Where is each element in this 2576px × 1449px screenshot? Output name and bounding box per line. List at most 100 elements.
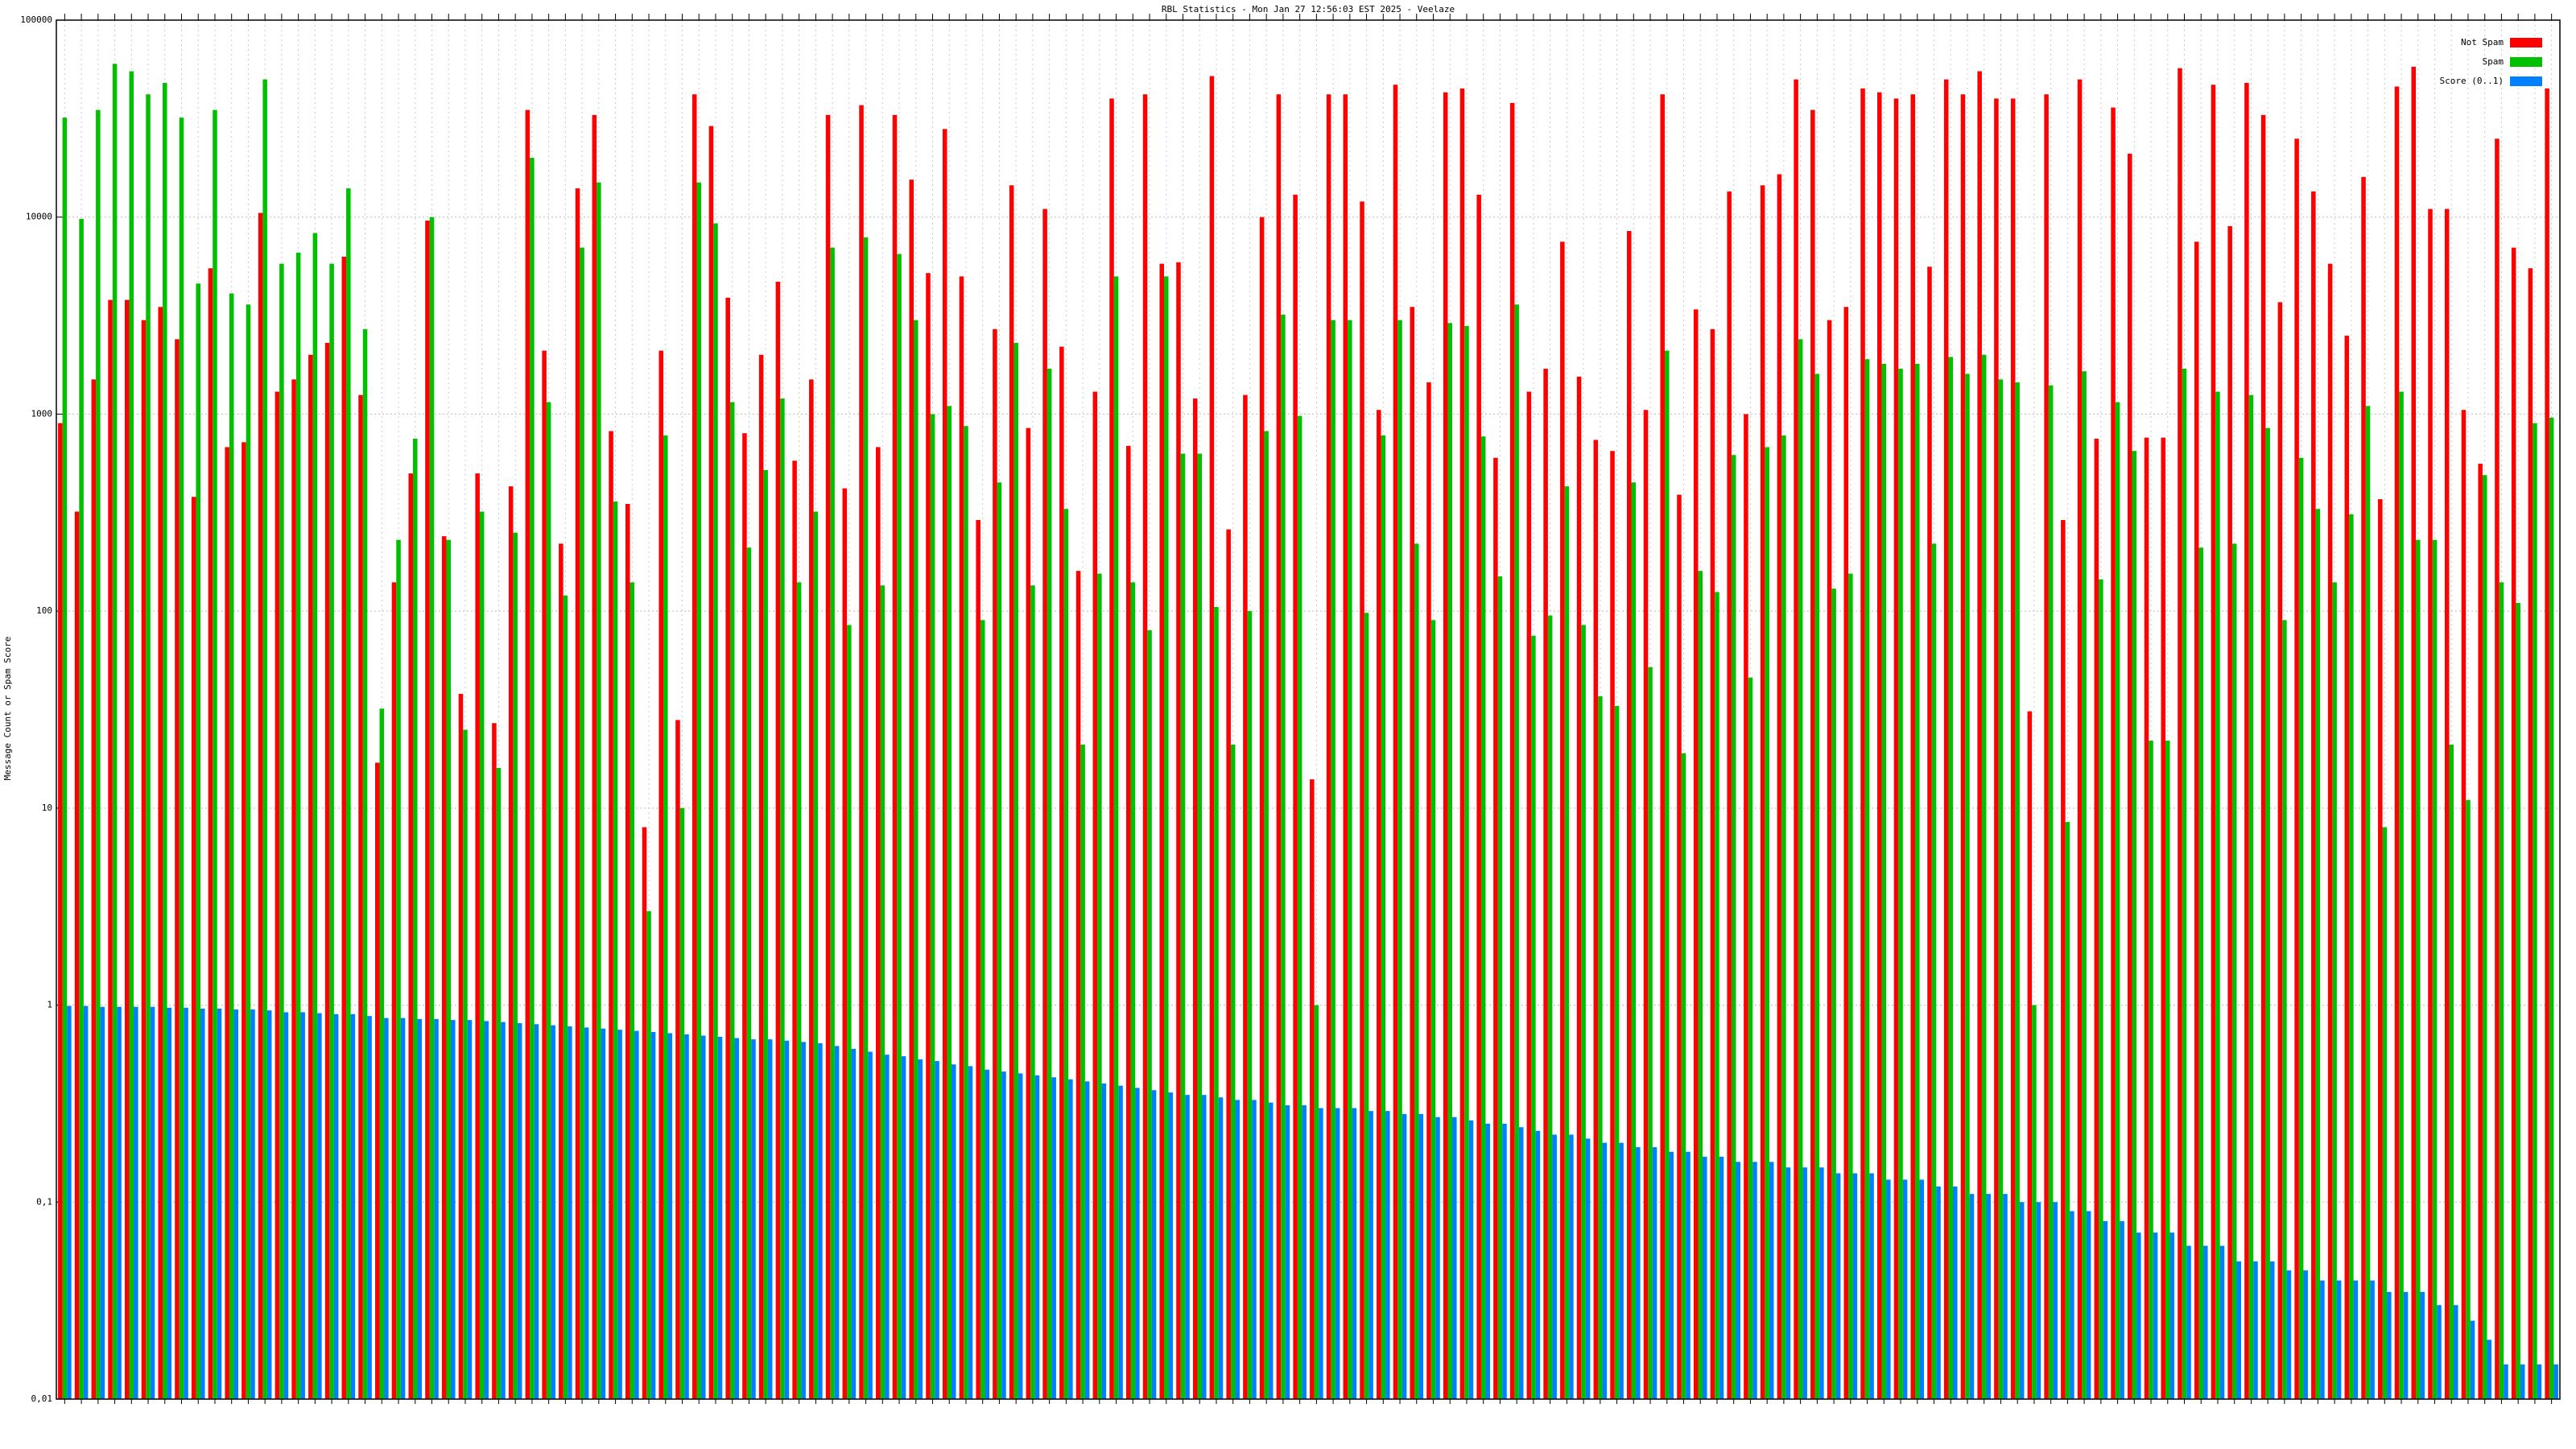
bar [959, 276, 964, 1399]
bar [2420, 1291, 2425, 1399]
bar [1986, 1194, 1991, 1399]
plot-frame [56, 19, 2561, 1400]
bar [329, 263, 334, 1400]
bar [2461, 410, 2467, 1399]
bar [1118, 1085, 1123, 1399]
bar [601, 1028, 606, 1399]
bar [266, 1010, 272, 1399]
bar [926, 273, 931, 1400]
bar [1034, 1075, 1040, 1399]
bar [1981, 354, 1987, 1400]
bar [534, 1024, 539, 1399]
bar [1614, 705, 1620, 1399]
bar [2186, 1245, 2191, 1399]
bar [663, 435, 668, 1400]
bar [375, 762, 380, 1399]
bar [2202, 1245, 2208, 1399]
bar [2032, 1005, 2037, 1399]
bar [1297, 415, 1302, 1399]
bar [2365, 406, 2371, 1399]
bar [2136, 1232, 2141, 1399]
bar [429, 217, 435, 1399]
bar [117, 1006, 122, 1399]
bar [2511, 247, 2516, 1400]
bar [146, 94, 151, 1399]
bar [1919, 1179, 1925, 1399]
bar [1147, 630, 1152, 1399]
bar [1910, 94, 1916, 1399]
bar [317, 1013, 322, 1399]
bar [1243, 394, 1248, 1399]
bar [2516, 603, 2520, 1399]
bar [479, 511, 485, 1400]
bar [1381, 435, 1386, 1400]
bar [1364, 613, 1369, 1399]
bar [2010, 98, 2016, 1400]
bar [1526, 391, 1532, 1399]
bar [1485, 1123, 1490, 1399]
bar [391, 582, 397, 1399]
bar [108, 299, 113, 1399]
bar [1268, 1102, 1274, 1399]
bar [2260, 114, 2266, 1399]
bar [1209, 76, 1215, 1399]
bar [129, 71, 134, 1399]
bar [942, 129, 947, 1399]
bar [530, 158, 535, 1399]
bar [1719, 1156, 1724, 1399]
bar [650, 1032, 656, 1399]
bar [1848, 573, 1853, 1400]
bar [2198, 547, 2203, 1399]
bar [1459, 88, 1465, 1399]
bar [283, 1012, 289, 1399]
bar [1109, 98, 1114, 1400]
bar [295, 252, 301, 1399]
bar [559, 543, 564, 1399]
bar [2227, 225, 2232, 1399]
bar [100, 1006, 105, 1399]
bar [700, 1035, 706, 1399]
bar [1509, 102, 1515, 1399]
y-tick-label: 10000 [26, 212, 52, 222]
bar [993, 328, 997, 1400]
bar [1084, 1081, 1090, 1399]
bar [2169, 1232, 2175, 1399]
bar [358, 394, 363, 1399]
bar [1331, 320, 1335, 1400]
bar [1348, 320, 1352, 1400]
bar [1531, 635, 1536, 1399]
bar [1335, 1108, 1340, 1399]
bar [2132, 451, 2137, 1399]
bar [830, 247, 835, 1400]
bar [1113, 276, 1119, 1399]
bar [1168, 1092, 1174, 1399]
bar [1819, 1167, 1824, 1399]
bar [1009, 185, 1014, 1400]
bar [2048, 385, 2054, 1399]
bar [642, 827, 647, 1399]
bar [1451, 1117, 1457, 1399]
bar [1744, 414, 1748, 1399]
bar [2211, 85, 2216, 1400]
bar [2537, 1364, 2542, 1399]
bar [242, 442, 246, 1400]
bar [225, 447, 229, 1399]
bar [1760, 185, 1765, 1400]
bar [863, 237, 869, 1400]
bar [1276, 94, 1282, 1399]
bar [2070, 1211, 2074, 1399]
bar [775, 281, 781, 1399]
bar [1130, 582, 1136, 1399]
bar [1631, 482, 1637, 1399]
bar [475, 473, 480, 1399]
bar [1042, 208, 1047, 1399]
bar [876, 447, 881, 1399]
bar [1514, 304, 1519, 1399]
bar [725, 297, 730, 1399]
bar [67, 1005, 72, 1399]
bar [2044, 94, 2049, 1399]
bar [2437, 1305, 2442, 1399]
bar [1135, 1088, 1140, 1399]
y-tick-label: 1000 [31, 408, 53, 419]
bar [1835, 1173, 1841, 1399]
